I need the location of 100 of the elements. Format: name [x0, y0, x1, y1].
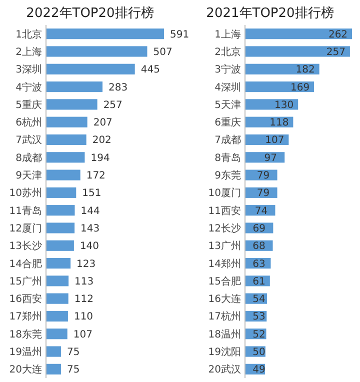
y-tick-label: 8成都	[16, 152, 42, 164]
data-label: 283	[108, 82, 128, 94]
y-tick-label: 7成都	[214, 134, 241, 146]
y-tick-label: 11西安	[208, 204, 241, 217]
data-label: 107	[73, 329, 92, 340]
data-label: 507	[153, 46, 172, 58]
data-label: 53	[252, 312, 266, 323]
y-tick-label: 4深圳	[214, 81, 241, 94]
data-label: 257	[326, 46, 346, 58]
data-label: 123	[76, 258, 96, 270]
bar	[46, 81, 103, 92]
y-tick-label: 19沈阳	[208, 346, 241, 358]
y-tick-label: 14合肥	[9, 258, 42, 270]
y-tick-label: 2上海	[16, 46, 42, 58]
y-tick-label: 2北京	[214, 46, 241, 58]
y-tick-label: 8青岛	[214, 152, 241, 164]
bar	[46, 346, 61, 357]
bar	[245, 46, 350, 57]
data-label: 591	[170, 29, 190, 40]
bar	[46, 170, 80, 180]
chart-title: 2022年TOP20排行榜	[26, 6, 154, 21]
data-label: 262	[328, 29, 348, 40]
data-label: 207	[93, 118, 112, 129]
data-label: 79	[256, 188, 270, 200]
data-label: 68	[252, 241, 266, 252]
bar	[46, 99, 98, 110]
y-tick-label: 3深圳	[16, 64, 42, 76]
y-tick-label: 10厦门	[208, 187, 241, 200]
y-tick-label: 5天津	[214, 98, 241, 111]
data-label: 113	[74, 276, 94, 288]
y-tick-label: 16大连	[208, 293, 241, 306]
data-label: 75	[66, 364, 80, 376]
data-label: 445	[140, 64, 160, 76]
data-label: 169	[290, 82, 310, 94]
y-tick-label: 12厦门	[9, 222, 42, 234]
data-label: 74	[254, 206, 268, 217]
y-tick-label: 12长沙	[208, 222, 241, 234]
y-tick-label: 17杭州	[208, 310, 241, 323]
bar	[46, 222, 75, 234]
data-label: 110	[74, 312, 94, 323]
y-tick-label: 14郑州	[208, 258, 241, 270]
y-tick-label: 13长沙	[9, 240, 42, 252]
bar	[245, 170, 278, 180]
data-label: 140	[80, 241, 100, 252]
data-label: 79	[256, 170, 270, 182]
bar	[46, 258, 71, 269]
bar	[46, 310, 68, 322]
data-label: 194	[90, 152, 110, 164]
y-tick-label: 11青岛	[9, 204, 42, 217]
bar	[46, 187, 76, 198]
y-tick-label: 13广州	[208, 240, 241, 252]
data-label: 151	[82, 188, 102, 200]
data-label: 143	[80, 223, 100, 234]
data-label: 182	[296, 64, 315, 76]
data-label: 112	[74, 294, 94, 306]
bar	[46, 240, 74, 251]
data-label: 49	[252, 364, 266, 376]
y-tick-label: 6杭州	[16, 116, 42, 129]
data-label: 52	[252, 329, 266, 340]
y-tick-label: 9天津	[16, 170, 42, 182]
data-label: 257	[103, 100, 122, 111]
y-tick-label: 15广州	[9, 275, 42, 288]
data-label: 172	[86, 170, 106, 182]
data-label: 54	[252, 294, 266, 306]
data-label: 61	[252, 276, 266, 288]
y-tick-label: 20武汉	[208, 364, 241, 376]
bar	[46, 364, 61, 374]
chart-title: 2021年TOP20排行榜	[206, 6, 334, 21]
bar	[46, 46, 148, 57]
y-tick-label: 18温州	[208, 328, 241, 340]
y-tick-label: 7武汉	[16, 134, 42, 146]
bar	[46, 134, 86, 146]
data-label: 144	[80, 206, 100, 217]
data-label: 63	[252, 258, 266, 270]
y-tick-label: 15合肥	[208, 275, 241, 288]
y-tick-label: 9东莞	[214, 170, 241, 182]
bar	[46, 116, 88, 128]
y-tick-label: 6重庆	[214, 116, 241, 129]
data-label: 69	[252, 223, 266, 234]
data-label: 202	[92, 135, 112, 146]
y-tick-label: 1上海	[214, 28, 241, 40]
bar	[46, 64, 135, 74]
y-tick-label: 5重庆	[16, 98, 42, 111]
bar	[245, 28, 352, 40]
data-label: 97	[264, 152, 277, 164]
y-tick-label: 20大连	[9, 364, 42, 376]
bar	[245, 64, 320, 74]
y-tick-label: 17郑州	[9, 310, 42, 323]
y-tick-label: 16西安	[9, 293, 42, 306]
y-tick-label: 18东莞	[9, 328, 42, 340]
bar	[46, 205, 75, 216]
data-label: 50	[252, 347, 266, 358]
bar	[46, 328, 68, 340]
y-tick-label: 4宁波	[16, 81, 42, 94]
bar	[46, 293, 68, 304]
bar	[46, 276, 69, 286]
data-label: 75	[66, 347, 80, 358]
y-tick-label: 3宁波	[214, 64, 241, 76]
data-label: 107	[265, 135, 284, 146]
y-tick-label: 19温州	[9, 346, 42, 358]
